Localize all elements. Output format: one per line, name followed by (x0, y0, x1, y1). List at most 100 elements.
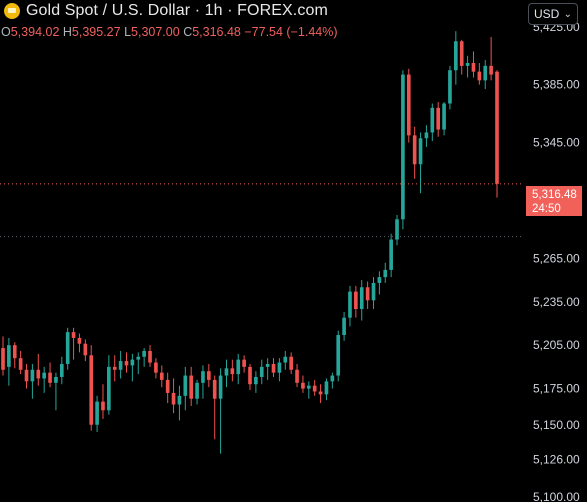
undefined (265, 363, 270, 367)
candle-down (12, 342, 17, 369)
undefined (71, 332, 76, 338)
last-price-tag: 5,316.48 24:50 (526, 186, 582, 216)
candle-up (336, 330, 341, 382)
candle-up (377, 271, 382, 295)
undefined (365, 287, 370, 301)
candle-down (165, 372, 170, 404)
undefined (389, 239, 393, 270)
candlestick-series (1, 31, 499, 454)
ohlc-low-value: 5,307.00 (131, 25, 180, 39)
undefined (454, 41, 458, 71)
currency-selector[interactable]: USD ⌄ (528, 3, 578, 25)
undefined (312, 385, 317, 392)
bar-countdown: 24:50 (532, 203, 561, 215)
undefined (236, 359, 241, 375)
chevron-down-icon: ⌄ (563, 8, 572, 20)
candle-down (159, 365, 164, 388)
candle-down (459, 39, 464, 75)
ohlc-high-key: H (62, 25, 72, 39)
candle-up (348, 285, 352, 327)
candle-up (383, 262, 388, 283)
price-tick-label: 5,150.00 (533, 418, 580, 432)
candle-down (406, 68, 411, 143)
undefined (471, 62, 476, 72)
undefined (212, 379, 217, 399)
candle-up (254, 371, 258, 393)
candle-up (283, 350, 288, 370)
ohlc-close-key: C (183, 25, 193, 39)
undefined (495, 71, 499, 184)
candle-down (242, 355, 246, 373)
undefined (371, 282, 376, 301)
candle-down (495, 70, 499, 198)
undefined (207, 371, 211, 380)
undefined (124, 361, 129, 366)
undefined (77, 337, 82, 344)
undefined (424, 132, 429, 139)
undefined (12, 345, 17, 359)
candle-down (471, 51, 476, 78)
undefined (277, 362, 282, 373)
price-tick-label: 5,175.00 (533, 382, 580, 396)
undefined (171, 392, 176, 405)
price-tick-label: 5,126.00 (533, 452, 580, 466)
candle-down (36, 353, 41, 386)
undefined (359, 287, 364, 309)
undefined (183, 375, 188, 396)
candle-down (83, 339, 88, 362)
price-tick-label: 5,345.00 (533, 136, 580, 150)
undefined (1, 348, 5, 370)
candle-up (324, 378, 329, 401)
undefined (442, 103, 446, 130)
undefined (336, 335, 341, 376)
candle-up (454, 31, 458, 85)
undefined (318, 391, 323, 395)
candle-up (54, 372, 58, 411)
candle-up (442, 102, 446, 136)
candle-up (259, 359, 264, 385)
candle-down (365, 281, 370, 309)
ohlc-legend: O5,394.02 H5,395.27 L5,307.00 C5,316.48 … (1, 25, 338, 39)
undefined (7, 345, 11, 367)
ohlc-close-value: 5,316.48 (192, 25, 241, 39)
undefined (459, 41, 464, 66)
undefined (218, 375, 223, 399)
undefined (101, 401, 105, 411)
undefined (36, 369, 41, 379)
undefined (342, 317, 346, 336)
candle-down (101, 384, 105, 419)
candle-up (201, 365, 205, 399)
candle-up (136, 352, 141, 375)
candle-up (7, 337, 11, 386)
undefined (477, 71, 482, 81)
candle-down (489, 36, 493, 81)
candle-up (107, 355, 111, 415)
undefined (377, 277, 382, 283)
undefined (324, 381, 329, 395)
undefined (330, 375, 335, 382)
last-price-value: 5,316.48 (532, 189, 577, 201)
undefined (289, 356, 293, 370)
candle-up (430, 103, 435, 142)
candle-down (271, 358, 276, 377)
undefined (301, 382, 305, 389)
undefined (107, 366, 111, 411)
candle-up (306, 381, 311, 399)
gold-logo-icon (4, 3, 20, 19)
candle-up (218, 368, 223, 454)
candle-up (59, 356, 64, 385)
undefined (254, 377, 258, 385)
undefined (248, 366, 252, 385)
candle-down (354, 285, 358, 318)
candle-up (465, 55, 470, 78)
reference-lines (0, 183, 522, 238)
undefined (118, 361, 123, 370)
candle-down (154, 358, 158, 379)
candle-up (30, 363, 35, 399)
undefined (489, 65, 493, 75)
undefined (159, 372, 164, 380)
candle-up (448, 65, 452, 110)
undefined (401, 74, 405, 220)
undefined (136, 356, 141, 360)
